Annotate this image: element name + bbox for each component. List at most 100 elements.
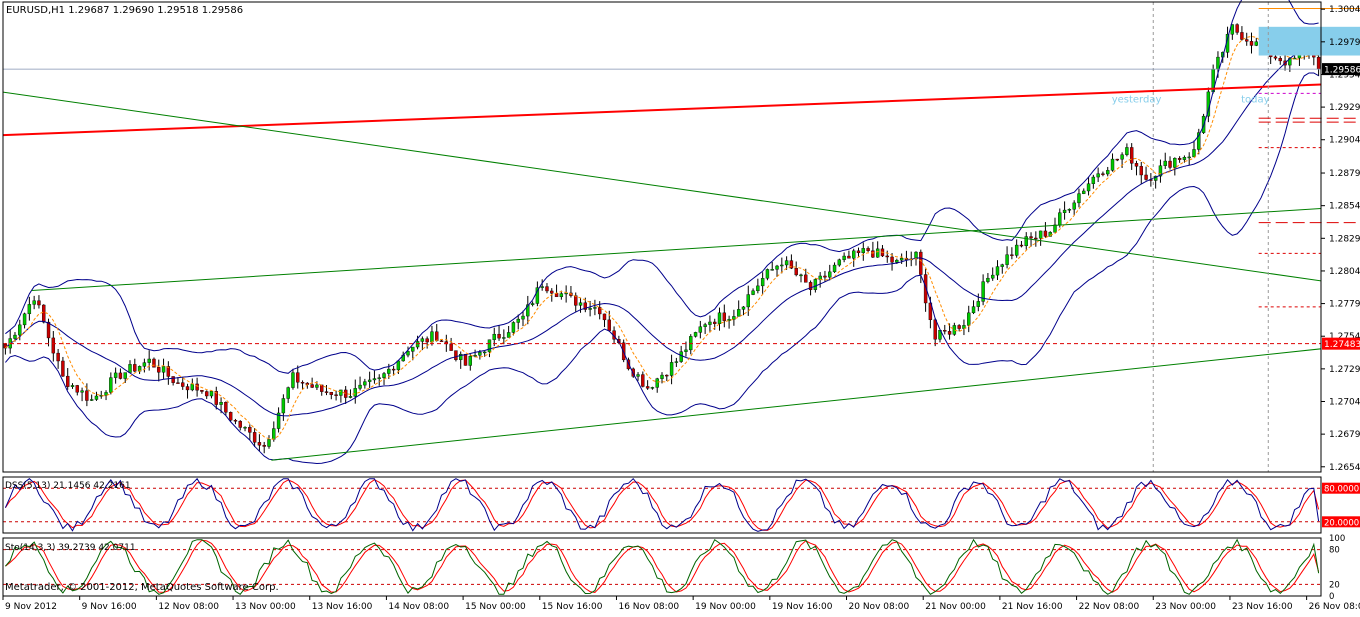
candle-body[interactable]	[70, 385, 75, 387]
candle-body[interactable]	[13, 334, 17, 339]
candle-body[interactable]	[1158, 165, 1163, 177]
candle-body[interactable]	[674, 361, 679, 363]
main-panel[interactable]: yesterday today	[3, 0, 1360, 472]
candle-body[interactable]	[1187, 156, 1191, 159]
candle-body[interactable]	[1086, 183, 1091, 192]
candle-body[interactable]	[420, 338, 425, 342]
candle-body[interactable]	[449, 343, 453, 351]
candle-body[interactable]	[104, 392, 108, 396]
candle-body[interactable]	[516, 318, 520, 323]
candle-body[interactable]	[142, 362, 147, 367]
candle-body[interactable]	[1038, 230, 1043, 239]
candle-body[interactable]	[837, 259, 842, 266]
candle-body[interactable]	[780, 264, 784, 267]
trend-line[interactable]	[31, 198, 1360, 292]
candle-body[interactable]	[133, 364, 137, 372]
candle-body[interactable]	[190, 383, 195, 391]
candle-body[interactable]	[492, 333, 496, 340]
candle-body[interactable]	[693, 332, 698, 337]
candle-body[interactable]	[1192, 149, 1196, 158]
sto-panel[interactable]	[3, 538, 1321, 595]
candle-body[interactable]	[233, 420, 238, 422]
candle-body[interactable]	[842, 255, 846, 260]
candle-body[interactable]	[262, 445, 266, 447]
candle-body[interactable]	[899, 257, 904, 261]
candle-body[interactable]	[1010, 254, 1014, 256]
candle-body[interactable]	[252, 432, 257, 443]
candle-body[interactable]	[703, 324, 707, 327]
candle-body[interactable]	[597, 307, 602, 315]
candle-body[interactable]	[828, 271, 832, 278]
candle-body[interactable]	[976, 301, 981, 307]
candle-body[interactable]	[1177, 158, 1182, 160]
candle-body[interactable]	[804, 274, 808, 283]
candle-body[interactable]	[847, 255, 851, 259]
candle-body[interactable]	[1139, 166, 1143, 176]
candle-body[interactable]	[856, 250, 861, 254]
candle-body[interactable]	[343, 389, 348, 398]
candle-body[interactable]	[204, 391, 209, 397]
candle-body[interactable]	[578, 302, 583, 306]
candle-body[interactable]	[813, 279, 818, 290]
candle-body[interactable]	[176, 382, 180, 384]
candle-body[interactable]	[291, 372, 295, 388]
candle-body[interactable]	[655, 378, 659, 388]
target-zone[interactable]	[1258, 26, 1360, 56]
candle-body[interactable]	[320, 384, 324, 392]
candle-body[interactable]	[895, 259, 899, 263]
candle-body[interactable]	[200, 389, 204, 392]
candle-body[interactable]	[219, 402, 223, 405]
candle-body[interactable]	[32, 300, 36, 305]
candle-body[interactable]	[425, 338, 429, 343]
candle-body[interactable]	[391, 368, 396, 371]
candle-body[interactable]	[679, 351, 683, 362]
candle-body[interactable]	[473, 355, 477, 357]
candle-body[interactable]	[157, 367, 161, 373]
candle-body[interactable]	[1096, 173, 1100, 178]
candle-body[interactable]	[339, 389, 343, 396]
candle-body[interactable]	[1101, 173, 1105, 175]
candle-body[interactable]	[1106, 170, 1110, 175]
candle-body[interactable]	[885, 255, 889, 258]
candle-body[interactable]	[181, 382, 185, 387]
candle-body[interactable]	[708, 321, 712, 325]
candle-body[interactable]	[866, 248, 870, 251]
candle-body[interactable]	[1245, 39, 1249, 42]
candle-body[interactable]	[66, 375, 70, 387]
candle-body[interactable]	[80, 390, 84, 393]
candle-body[interactable]	[823, 275, 827, 278]
candle-body[interactable]	[42, 304, 46, 323]
candle-body[interactable]	[324, 391, 329, 393]
candle-body[interactable]	[406, 351, 410, 356]
candle-body[interactable]	[46, 321, 51, 339]
candle-body[interactable]	[602, 313, 607, 321]
candle-body[interactable]	[439, 340, 444, 342]
candle-body[interactable]	[109, 377, 113, 393]
candle-body[interactable]	[118, 372, 123, 379]
candle-body[interactable]	[631, 368, 635, 377]
candle-body[interactable]	[1173, 158, 1177, 168]
candle-body[interactable]	[995, 266, 1000, 276]
candle-body[interactable]	[1278, 58, 1282, 62]
candle-body[interactable]	[1115, 158, 1120, 161]
dss-panel[interactable]	[3, 477, 1321, 532]
candle-body[interactable]	[871, 250, 875, 258]
candle-body[interactable]	[113, 372, 118, 378]
candle-body[interactable]	[296, 372, 300, 383]
candle-body[interactable]	[1024, 236, 1028, 247]
candle-body[interactable]	[22, 313, 27, 326]
candle-body[interactable]	[818, 275, 822, 280]
candle-body[interactable]	[626, 359, 631, 370]
candle-body[interactable]	[574, 295, 578, 306]
candle-body[interactable]	[713, 321, 717, 324]
candle-body[interactable]	[1254, 41, 1258, 46]
candle-body[interactable]	[540, 286, 544, 288]
candle-body[interactable]	[1168, 160, 1172, 168]
candle-body[interactable]	[957, 325, 961, 329]
candle-body[interactable]	[650, 387, 655, 389]
candle-body[interactable]	[56, 352, 60, 362]
candle-body[interactable]	[526, 304, 530, 317]
candle-body[interactable]	[1077, 193, 1081, 204]
candle-body[interactable]	[300, 382, 305, 384]
candle-body[interactable]	[358, 384, 362, 389]
